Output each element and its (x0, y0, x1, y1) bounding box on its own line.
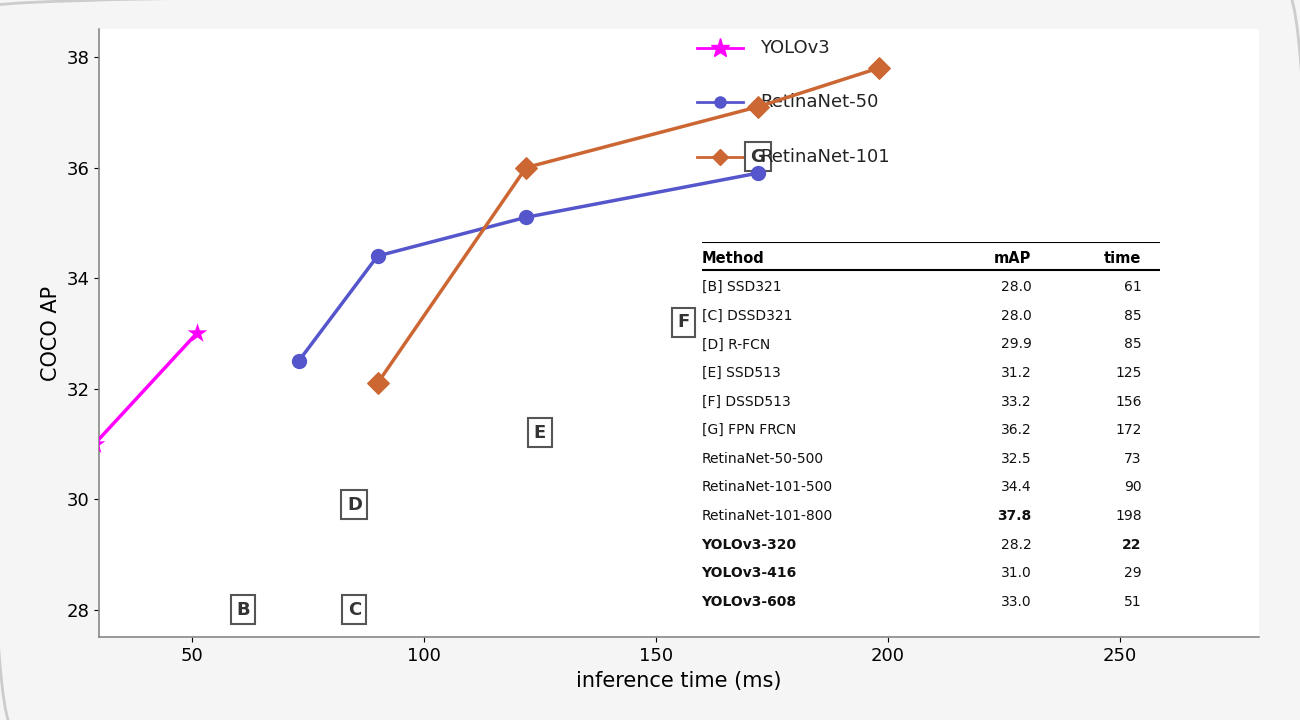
Text: 85: 85 (1124, 309, 1141, 323)
Y-axis label: COCO AP: COCO AP (42, 286, 61, 381)
Text: YOLOv3: YOLOv3 (760, 39, 831, 57)
Point (84, 438, 105, 450)
Point (367, 377, 387, 389)
Text: 32.5: 32.5 (1001, 451, 1032, 466)
Text: Method: Method (702, 251, 764, 266)
Text: 28.0: 28.0 (1001, 309, 1032, 323)
Text: G: G (750, 148, 766, 166)
Point (747, 101, 768, 112)
Text: 198: 198 (1115, 509, 1141, 523)
Point (516, 162, 537, 174)
Text: 73: 73 (1124, 451, 1141, 466)
Text: 34.4: 34.4 (1001, 480, 1032, 495)
Point (186, 328, 207, 339)
Text: RetinaNet-50: RetinaNet-50 (760, 94, 879, 112)
Text: [C] DSSD321: [C] DSSD321 (702, 309, 792, 323)
Text: RetinaNet-50-500: RetinaNet-50-500 (702, 451, 824, 466)
Text: 90: 90 (1124, 480, 1141, 495)
Text: 29.9: 29.9 (1001, 338, 1032, 351)
Point (868, 63, 889, 74)
Text: [B] SSD321: [B] SSD321 (702, 280, 781, 294)
Text: time: time (1104, 251, 1141, 266)
Text: 37.8: 37.8 (997, 509, 1032, 523)
Text: 125: 125 (1115, 366, 1141, 380)
Text: YOLOv3-608: YOLOv3-608 (702, 595, 797, 608)
Text: 33.0: 33.0 (1001, 595, 1032, 608)
Text: 61: 61 (1123, 280, 1141, 294)
Text: 36.2: 36.2 (1001, 423, 1032, 437)
Text: 29: 29 (1124, 566, 1141, 580)
Text: 22: 22 (1122, 538, 1141, 552)
Text: RetinaNet-101-500: RetinaNet-101-500 (702, 480, 832, 495)
Text: [F] DSSD513: [F] DSSD513 (702, 395, 790, 409)
Text: 28.2: 28.2 (1001, 538, 1032, 552)
Point (52, 593, 73, 604)
Text: mAP: mAP (994, 251, 1032, 266)
Text: 51: 51 (1124, 595, 1141, 608)
Text: RetinaNet-101-800: RetinaNet-101-800 (702, 509, 833, 523)
Point (747, 167, 768, 179)
Text: [D] R-FCN: [D] R-FCN (702, 338, 770, 351)
Text: RetinaNet-101: RetinaNet-101 (760, 148, 891, 166)
Text: [E] SSD513: [E] SSD513 (702, 366, 780, 380)
Text: 31.0: 31.0 (1001, 566, 1032, 580)
Text: C: C (348, 600, 361, 618)
Point (367, 251, 387, 262)
Text: 156: 156 (1115, 395, 1141, 409)
Text: [G] FPN FRCN: [G] FPN FRCN (702, 423, 796, 437)
Text: F: F (677, 313, 690, 331)
Text: YOLOv3-416: YOLOv3-416 (702, 566, 797, 580)
Text: 28.0: 28.0 (1001, 280, 1032, 294)
Text: B: B (237, 600, 250, 618)
Text: E: E (534, 424, 546, 442)
Text: D: D (347, 495, 361, 513)
Text: 31.2: 31.2 (1001, 366, 1032, 380)
Point (289, 355, 309, 366)
Text: YOLOv3-320: YOLOv3-320 (702, 538, 797, 552)
Text: 172: 172 (1115, 423, 1141, 437)
X-axis label: inference time (ms): inference time (ms) (576, 670, 781, 690)
Text: 85: 85 (1124, 338, 1141, 351)
Text: 33.2: 33.2 (1001, 395, 1032, 409)
Point (516, 212, 537, 223)
